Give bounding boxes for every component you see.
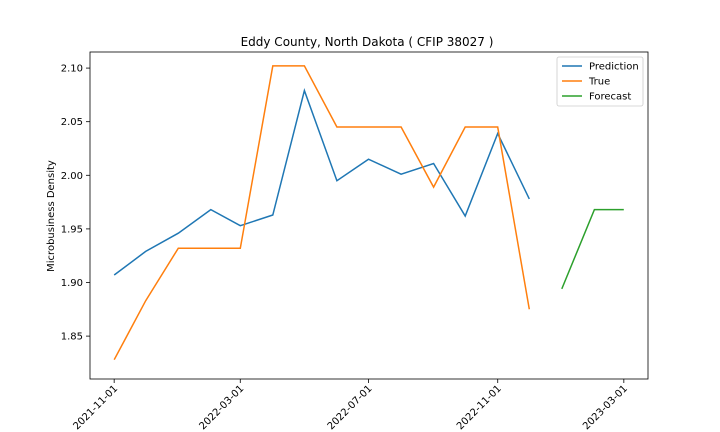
chart-title: Eddy County, North Dakota ( CFIP 38027 ) bbox=[241, 35, 494, 49]
y-tick-label: 2.10 bbox=[61, 64, 83, 75]
series-line-prediction bbox=[113, 88, 530, 276]
legend-box bbox=[556, 56, 644, 107]
legend-label: Prediction bbox=[589, 62, 639, 73]
series-line-forecast bbox=[561, 208, 624, 290]
series-line-true bbox=[113, 65, 531, 361]
x-tick-label: 2022-11-01 bbox=[455, 383, 504, 432]
y-tick-label: 1.90 bbox=[61, 278, 83, 289]
x-tick-label: 2022-03-01 bbox=[198, 383, 247, 432]
legend-label: Forecast bbox=[589, 92, 631, 103]
y-tick-label: 2.05 bbox=[61, 117, 83, 128]
plot-area: 1.85 1.90 1.95 2.00 2.05 2.10 2021-11-01 2022-0… bbox=[61, 51, 649, 432]
legend: Prediction True Forecast bbox=[556, 56, 644, 107]
x-tick-label: 2023-03-01 bbox=[581, 383, 630, 432]
y-tick-label: 1.95 bbox=[61, 224, 83, 235]
y-tick-label: 2.00 bbox=[61, 171, 83, 182]
y-axis-label: Microbusiness Density bbox=[46, 160, 57, 272]
plot-frame bbox=[89, 51, 649, 380]
x-tick-label: 2021-11-01 bbox=[71, 383, 120, 432]
x-tick-label: 2022-07-01 bbox=[326, 383, 375, 432]
legend-label: True bbox=[588, 77, 610, 88]
y-tick-label: 1.85 bbox=[61, 332, 83, 343]
